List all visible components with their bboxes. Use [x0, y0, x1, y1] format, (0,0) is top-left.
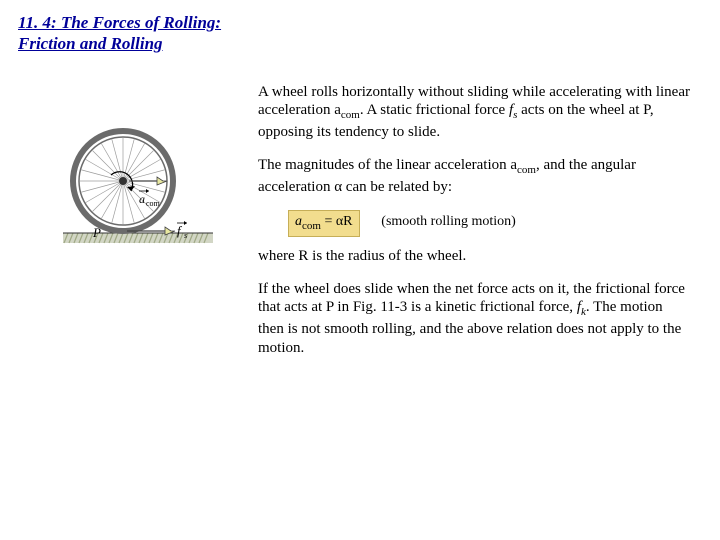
eq-lhs: a: [295, 214, 302, 229]
p1-b: . A static frictional force: [360, 102, 509, 118]
content-row: acomPfs A wheel rolls horizontally witho…: [18, 83, 702, 372]
svg-text:s: s: [184, 231, 187, 240]
figure-column: acomPfs: [18, 83, 258, 253]
paragraph-4: If the wheel does slide when the net for…: [258, 280, 692, 358]
text-column: A wheel rolls horizontally without slidi…: [258, 83, 702, 372]
title-line-1: 11. 4: The Forces of Rolling:: [18, 13, 221, 32]
p3: where R is the radius of the wheel.: [258, 248, 466, 264]
sub-com-1: com: [341, 109, 360, 121]
svg-text:P: P: [92, 225, 101, 240]
p2-a: The magnitudes of the linear acceleratio…: [258, 157, 517, 173]
title-line-2: Friction and Rolling: [18, 34, 163, 53]
equation-row: acom = αR (smooth rolling motion): [288, 210, 692, 237]
svg-text:com: com: [146, 199, 161, 208]
sub-com-2: com: [517, 164, 536, 176]
section-title: 11. 4: The Forces of Rolling: Friction a…: [18, 12, 702, 55]
eq-lhs-sub: com: [302, 220, 321, 232]
eq-mid: = αR: [321, 214, 353, 229]
paragraph-1: A wheel rolls horizontally without slidi…: [258, 83, 692, 142]
paragraph-2: The magnitudes of the linear acceleratio…: [258, 156, 692, 197]
wheel-figure: acomPfs: [63, 123, 213, 253]
paragraph-3: where R is the radius of the wheel.: [258, 247, 692, 266]
eq-note: (smooth rolling motion): [381, 213, 516, 231]
equation-box: acom = αR: [288, 210, 360, 237]
svg-text:a: a: [139, 192, 145, 206]
